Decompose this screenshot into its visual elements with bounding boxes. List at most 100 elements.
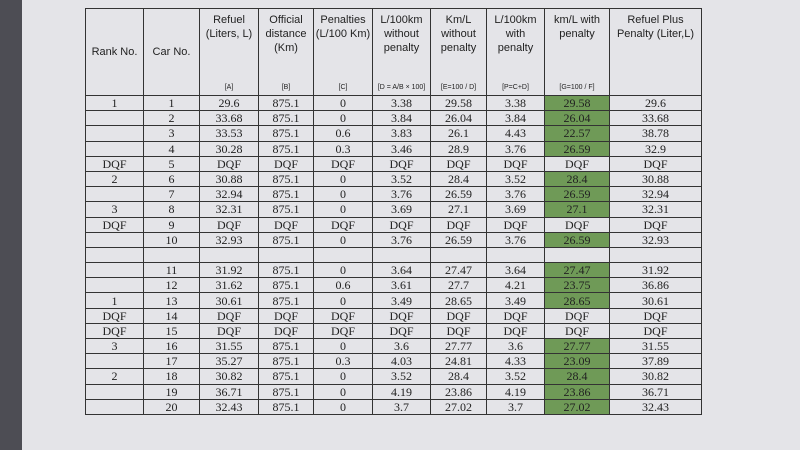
table-cell: 28.65 xyxy=(430,292,487,309)
table-cell: DQF xyxy=(258,216,314,233)
header-title: L/100km without penalty xyxy=(380,14,423,54)
table-cell: 32.94 xyxy=(609,186,702,203)
table-cell: 26.1 xyxy=(430,125,487,142)
table-cell: 3.52 xyxy=(486,170,545,188)
table-row: 11 31.92 875.1 0 3.64 27.47 3.64 27.47 31.92 xyxy=(85,262,702,279)
table-cell: 32.31 xyxy=(609,201,702,218)
table-cell: 3.64 xyxy=(486,262,545,279)
results-table: Rank No. Car No. Refuel (Liters, L) [A] Offi… xyxy=(85,8,702,415)
table-cell: 3.76 xyxy=(372,231,431,248)
table-cell: 3.76 xyxy=(486,231,545,248)
column-header: Rank No. xyxy=(85,8,144,96)
table-cell xyxy=(85,140,144,157)
table-cell: DQF xyxy=(313,307,373,324)
table-cell: 33.68 xyxy=(199,110,259,127)
table-cell: 36.71 xyxy=(199,383,259,400)
table-cell: 4.03 xyxy=(372,353,431,370)
header-formula: [P=C+D] xyxy=(502,84,529,91)
table-row: 1 1 29.6 875.1 0 3.38 29.58 3.38 29.58 29.6 xyxy=(85,94,702,112)
table-cell xyxy=(85,186,144,203)
table-cell: 30.61 xyxy=(199,292,259,309)
table-cell xyxy=(85,231,144,248)
table-cell: 30.82 xyxy=(199,368,259,385)
table-cell: 875.1 xyxy=(258,231,314,248)
table-cell: 1 xyxy=(85,94,144,112)
table-cell: 32.93 xyxy=(609,231,702,248)
table-cell: 23.75 xyxy=(544,277,610,294)
table-cell: 29.6 xyxy=(609,94,702,112)
table-cell: DQF xyxy=(85,155,144,172)
table-cell: 4.19 xyxy=(486,383,545,400)
table-body: 1 1 29.6 875.1 0 3.38 29.58 3.38 29.58 29.6 2 33.68… xyxy=(85,94,702,415)
table-cell: 31.62 xyxy=(199,277,259,294)
table-row: 4 30.28 875.1 0.3 3.46 28.9 3.76 26.59 32.9 xyxy=(85,140,702,157)
header-title: Official distance (Km) xyxy=(265,14,307,54)
table-cell: 16 xyxy=(143,337,200,355)
table-cell: 23.09 xyxy=(544,353,610,370)
table-cell: 4.43 xyxy=(486,125,545,142)
table-row: 3 16 31.55 875.1 0 3.6 27.77 3.6 27.77 31.55 xyxy=(85,337,702,355)
header-formula: [B] xyxy=(281,84,291,91)
table-cell: 26.04 xyxy=(544,110,610,127)
table-cell xyxy=(372,246,431,264)
table-cell: 23.86 xyxy=(430,383,487,400)
table-cell: 20 xyxy=(143,398,200,415)
table-cell: 26.59 xyxy=(430,186,487,203)
header-title: Rank No. xyxy=(91,46,138,58)
table-cell: 26.04 xyxy=(430,110,487,127)
table-cell: 33.68 xyxy=(609,110,702,127)
table-cell: DQF xyxy=(544,307,610,324)
table-cell: 27.7 xyxy=(430,277,487,294)
table-cell: 31.92 xyxy=(199,262,259,279)
table-cell: 0.3 xyxy=(313,140,373,157)
column-header: Refuel (Liters, L) [A] xyxy=(199,8,259,96)
table-cell: 12 xyxy=(143,277,200,294)
table-cell: 27.02 xyxy=(544,398,610,415)
table-cell: 29.58 xyxy=(430,94,487,112)
header-title: Penalties (L/100 Km) xyxy=(315,14,371,40)
table-cell: 875.1 xyxy=(258,201,314,218)
paper: Rank No. Car No. Refuel (Liters, L) [A] Offi… xyxy=(22,0,800,450)
table-cell: 28.65 xyxy=(544,292,610,309)
table-cell: 32.94 xyxy=(199,186,259,203)
table-cell: 27.77 xyxy=(544,337,610,355)
header-title: Car No. xyxy=(152,46,191,58)
table-cell: 0 xyxy=(313,94,373,112)
table-cell: 30.88 xyxy=(199,170,259,188)
header-formula: [C] xyxy=(338,84,348,91)
table-cell: 3.6 xyxy=(372,337,431,355)
column-header: Refuel Plus Penalty (Liter,L) xyxy=(609,8,702,96)
table-cell: DQF xyxy=(313,155,373,172)
table-cell: 3.76 xyxy=(372,186,431,203)
table-cell: 3.52 xyxy=(372,170,431,188)
table-cell: 3.84 xyxy=(372,110,431,127)
table-cell: DQF xyxy=(430,322,487,340)
table-cell: 31.55 xyxy=(609,337,702,355)
table-cell: 3 xyxy=(143,125,200,142)
table-cell: 3.7 xyxy=(372,398,431,415)
header-row: Rank No. Car No. Refuel (Liters, L) [A] Offi… xyxy=(85,8,702,96)
table-row: 20 32.43 875.1 0 3.7 27.02 3.7 27.02 32.43 xyxy=(85,398,702,415)
table-cell: 875.1 xyxy=(258,383,314,400)
table-row: 2 6 30.88 875.1 0 3.52 28.4 3.52 28.4 30.88 xyxy=(85,170,702,188)
table-cell xyxy=(85,246,144,264)
table-cell: 2 xyxy=(143,110,200,127)
table-cell xyxy=(430,246,487,264)
table-cell: 3.69 xyxy=(372,201,431,218)
table-cell: 4.33 xyxy=(486,353,545,370)
table-cell: 875.1 xyxy=(258,398,314,415)
table-cell: DQF xyxy=(486,216,545,233)
table-cell: 0 xyxy=(313,186,373,203)
table-cell: 875.1 xyxy=(258,170,314,188)
table-cell: 875.1 xyxy=(258,140,314,157)
table-row: 1 13 30.61 875.1 0 3.49 28.65 3.49 28.65 30.61 xyxy=(85,292,702,309)
table-cell: 3.46 xyxy=(372,140,431,157)
table-cell: 3.38 xyxy=(486,94,545,112)
table-cell: 18 xyxy=(143,368,200,385)
table-cell: 3.83 xyxy=(372,125,431,142)
table-cell: 32.43 xyxy=(609,398,702,415)
table-cell xyxy=(486,246,545,264)
table-row: 7 32.94 875.1 0 3.76 26.59 3.76 26.59 32.94 xyxy=(85,186,702,203)
table-cell: 30.82 xyxy=(609,368,702,385)
